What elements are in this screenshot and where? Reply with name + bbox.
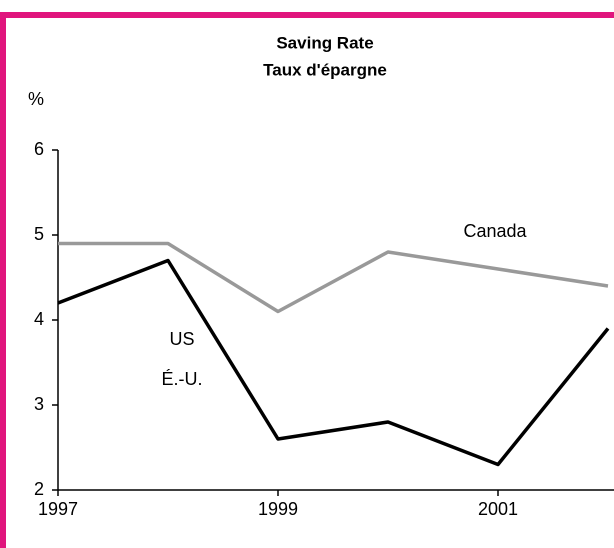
- line-series: [58, 241, 609, 314]
- y-tick-label: 5: [34, 224, 44, 244]
- y-tick-label: 2: [34, 479, 44, 499]
- y-tick-label: 4: [34, 309, 44, 329]
- chart-subtitle: Taux d'épargne: [263, 60, 387, 79]
- y-axis-label: %: [28, 89, 44, 109]
- x-tick-label: 2001: [478, 499, 518, 519]
- y-tick-label: 3: [34, 394, 44, 414]
- chart-title: Saving Rate: [276, 33, 373, 52]
- x-tick-label: 1997: [38, 499, 78, 519]
- series-label: US: [169, 329, 194, 349]
- annotation: É.-U.: [161, 369, 202, 389]
- x-tick-label: 1999: [258, 499, 298, 519]
- series-label: Canada: [463, 221, 527, 241]
- frame: [0, 12, 614, 548]
- y-tick-label: 6: [34, 139, 44, 159]
- line-series: [57, 258, 610, 467]
